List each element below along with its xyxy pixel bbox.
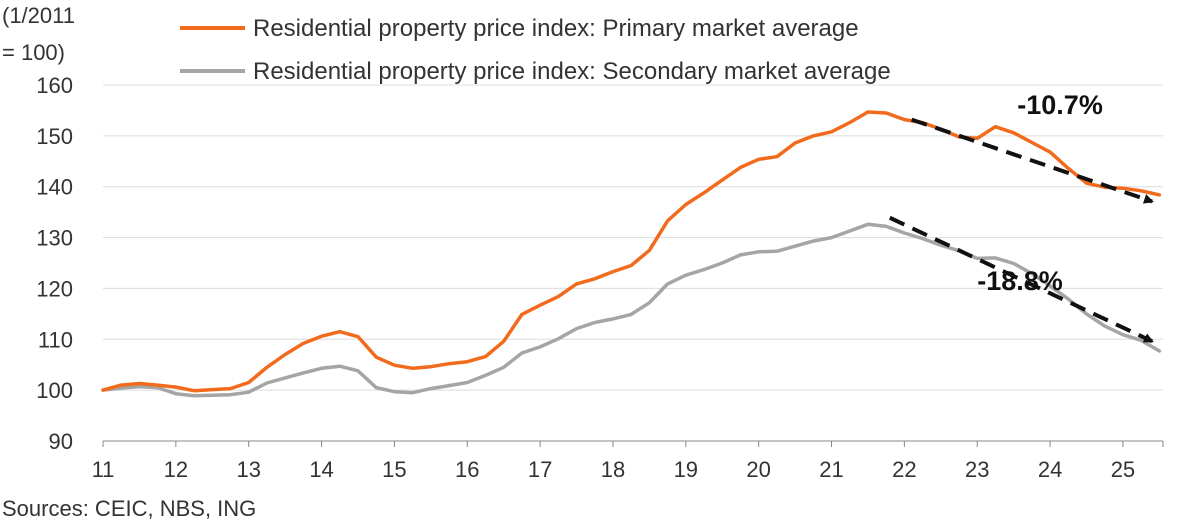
series-line-primary [101,110,1162,393]
x-tick-label: 13 [236,457,260,482]
y-axis-unit-line-1: (1/2011 [2,3,75,28]
x-tick-label: 12 [164,457,188,482]
gridlines [103,84,1163,391]
x-tick-label: 14 [309,457,333,482]
legend-label-secondary: Residential property price index: Second… [253,58,891,85]
annotations: -10.7% -18.8% [888,90,1154,344]
x-tick-label: 23 [965,457,989,482]
series-line-secondary [101,222,1162,398]
x-tick-label: 15 [382,457,406,482]
series-lines [101,110,1162,398]
y-tick-label: 120 [36,276,73,301]
y-tick-label: 140 [36,175,73,200]
source-note: Sources: CEIC, NBS, ING [2,496,256,521]
trend-arrow-primary [911,117,1154,204]
x-tick-label: 24 [1038,457,1062,482]
y-tick-label: 110 [38,327,73,352]
y-tick-label: 130 [36,226,73,251]
y-tick-label: 100 [36,378,73,403]
y-axis-unit-line-2: = 100) [2,40,65,65]
axes: 90 100 110 120 130 140 150 160 11 12 13 14 15 16 17 18 1… [36,73,1164,482]
x-tick-label: 22 [892,457,916,482]
x-tick-label: 21 [819,457,843,482]
y-tick-label: 90 [49,429,73,454]
x-tick-label: 20 [746,457,770,482]
x-tick-label: 18 [601,457,625,482]
x-tick-label: 19 [674,457,698,482]
x-tick-label: 17 [528,457,552,482]
x-tick-label: 16 [455,457,479,482]
y-tick-label: 150 [36,124,73,149]
annotation-primary-change: -10.7% [1017,90,1103,120]
legend-label-primary: Residential property price index: Primar… [253,15,859,42]
x-tick-label: 11 [92,457,115,482]
legend: Residential property price index: Primar… [180,15,891,85]
x-tick-label: 25 [1111,457,1135,482]
y-tick-label: 160 [36,73,73,98]
annotation-secondary-change: -18.8% [977,266,1063,296]
